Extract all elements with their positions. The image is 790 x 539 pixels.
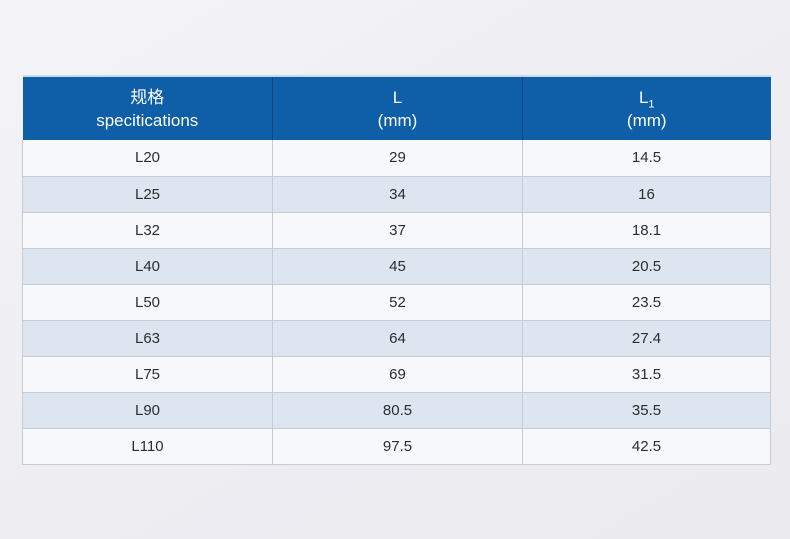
table-row: L32 37 18.1 <box>22 211 771 249</box>
table-header-row: 规格 specitications L (mm) L1 (mm) <box>22 76 771 140</box>
table-row: L50 52 23.5 <box>22 283 771 321</box>
spec-cell: L90 <box>22 391 273 429</box>
column-header-l1: L1 (mm) <box>522 76 771 140</box>
spec-cell: L32 <box>22 211 273 249</box>
l-value-cell: 80.5 <box>272 391 523 429</box>
l1-value-cell: 35.5 <box>522 391 771 429</box>
table-row: L75 69 31.5 <box>22 355 771 393</box>
l1-value-cell: 42.5 <box>522 427 771 465</box>
l-value-cell: 34 <box>272 175 523 213</box>
specifications-table: 规格 specitications L (mm) L1 (mm) L20 29 … <box>22 75 771 465</box>
l1-value-cell: 14.5 <box>522 140 771 177</box>
spec-cell: L20 <box>22 140 273 177</box>
table-body: L20 29 14.5 L25 34 16 L32 37 18.1 L40 45… <box>22 140 771 465</box>
l-value-cell: 45 <box>272 247 523 285</box>
l-value-cell: 97.5 <box>272 427 523 465</box>
spec-cell: L25 <box>22 175 273 213</box>
l-value-cell: 37 <box>272 211 523 249</box>
l-value-cell: 29 <box>272 140 523 177</box>
l1-value-cell: 20.5 <box>522 247 771 285</box>
l1-value-cell: 18.1 <box>522 211 771 249</box>
column-header-spec: 规格 specitications <box>22 76 273 140</box>
l-value-cell: 52 <box>272 283 523 321</box>
spec-cell: L40 <box>22 247 273 285</box>
spec-cell: L75 <box>22 355 273 393</box>
column-header-l1-unit: (mm) <box>626 110 667 130</box>
table-row: L90 80.5 35.5 <box>22 391 771 429</box>
l-value-cell: 69 <box>272 355 523 393</box>
l1-value-cell: 16 <box>522 175 771 213</box>
column-header-l: L (mm) <box>272 76 523 140</box>
column-header-l-symbol: L <box>392 87 403 107</box>
column-header-l1-symbol: L1 <box>638 87 655 110</box>
l1-value-cell: 23.5 <box>522 283 771 321</box>
spec-cell: L63 <box>22 319 273 357</box>
column-header-l-unit: (mm) <box>377 110 418 130</box>
table-row: L63 64 27.4 <box>22 319 771 357</box>
column-header-spec-en: specitications <box>96 110 199 130</box>
l1-value-cell: 31.5 <box>522 355 771 393</box>
spec-cell: L110 <box>22 427 273 465</box>
l1-subscript: 1 <box>648 97 655 110</box>
l1-value-cell: 27.4 <box>522 319 771 357</box>
table-row: L25 34 16 <box>22 175 771 213</box>
table-row: L20 29 14.5 <box>22 140 771 177</box>
table-row: L110 97.5 42.5 <box>22 427 771 465</box>
table-row: L40 45 20.5 <box>22 247 771 285</box>
column-header-spec-zh: 规格 <box>130 87 165 107</box>
l-value-cell: 64 <box>272 319 523 357</box>
spec-cell: L50 <box>22 283 273 321</box>
